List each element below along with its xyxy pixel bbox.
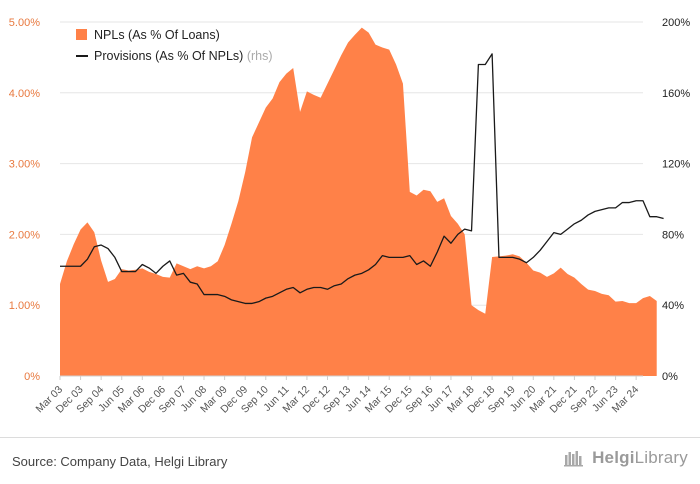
- right-axis-tick-label: 80%: [662, 229, 684, 241]
- right-axis-tick-label: 160%: [662, 88, 690, 100]
- left-axis-tick-label: 5.00%: [9, 17, 40, 29]
- right-axis-ticks: 0% 40% 80% 120% 160% 200%: [662, 17, 690, 383]
- right-axis-tick-label: 120%: [662, 159, 690, 171]
- footer: Source: Company Data, Helgi Library Helg…: [0, 437, 700, 484]
- source-note: Source: Company Data, Helgi Library: [12, 454, 228, 469]
- left-axis-tick-label: 3.00%: [9, 159, 40, 171]
- right-axis-tick-label: 0%: [662, 371, 678, 383]
- legend: NPLs (As % Of Loans) Provisions (As % Of…: [76, 28, 273, 63]
- right-axis-tick-label: 40%: [662, 300, 684, 312]
- logo-text-light: Library: [634, 448, 688, 467]
- legend-label-provisions-text: Provisions (As % Of NPLs): [94, 49, 243, 63]
- logo-text: HelgiLibrary: [592, 448, 688, 468]
- npl-area-series: [60, 27, 657, 376]
- legend-label-provisions: Provisions (As % Of NPLs) (rhs): [94, 49, 273, 63]
- legend-rhs-suffix: (rhs): [247, 49, 273, 63]
- logo-text-strong: Helgi: [592, 448, 635, 467]
- right-axis-tick-label: 200%: [662, 17, 690, 29]
- legend-swatch-npls: [76, 29, 87, 40]
- left-axis-tick-label: 4.00%: [9, 88, 40, 100]
- left-axis-tick-label: 1.00%: [9, 300, 40, 312]
- legend-label-npls: NPLs (As % Of Loans): [94, 28, 220, 42]
- left-axis-ticks: 0% 1.00% 2.00% 3.00% 4.00% 5.00%: [9, 17, 40, 383]
- helgi-library-logo: HelgiLibrary: [564, 448, 688, 468]
- provisions-line-series: [60, 53, 664, 305]
- left-axis-tick-label: 2.00%: [9, 229, 40, 241]
- library-books-icon: [564, 451, 584, 467]
- left-axis-tick-label: 0%: [24, 371, 40, 383]
